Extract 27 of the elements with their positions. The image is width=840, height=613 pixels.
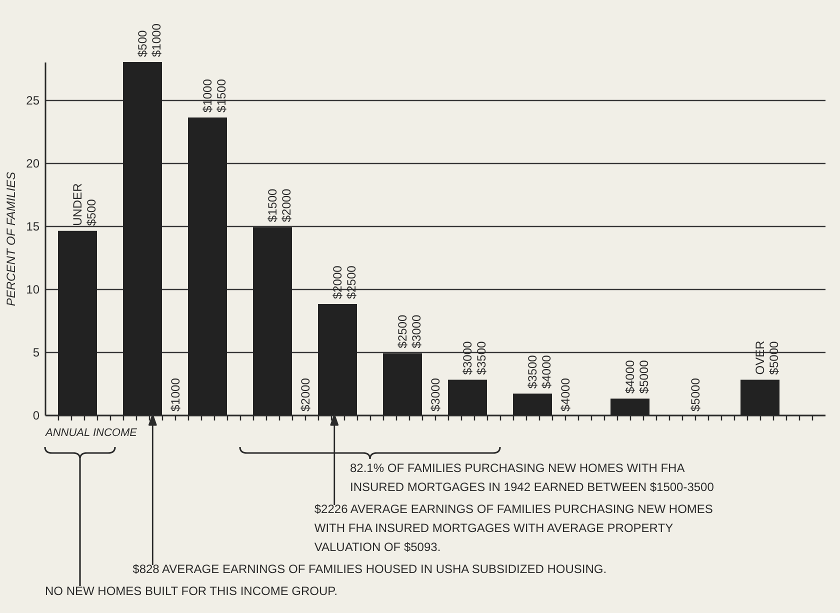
x-tick-label: $2000 xyxy=(298,378,312,412)
annotation: $2226 AVERAGE EARNINGS OF FAMILIES PURCHASING NEW HOMES WITH FHA INSURED MORTGAGES WITH AVERAGE PROPERTY VALUATION OF $5093. xyxy=(314,502,713,554)
annotation: $3000 $3500 xyxy=(460,341,488,375)
text: NO NEW HOMES BUILT FOR THIS INCOME GROUP. xyxy=(45,584,338,598)
y-tick-label: 20 xyxy=(26,156,40,170)
annotation: $2500 $3000 xyxy=(396,314,424,348)
x-tick-label: $4000 xyxy=(558,378,572,412)
annotation: $2000 $2500 xyxy=(330,265,358,300)
x-tick-label: $1000 xyxy=(168,378,182,412)
y-tick-label: 15 xyxy=(26,219,40,234)
x-tick-label: $5000 xyxy=(688,378,702,412)
annotation: $1000 $1500 xyxy=(200,78,228,112)
y-tick-label: 5 xyxy=(32,345,40,360)
annotation: UNDER $500 xyxy=(70,182,98,226)
x-axis-title: ANNUAL INCOME xyxy=(44,427,138,440)
annotation: $828 AVERAGE EARNINGS OF FAMILIES HOUSED IN USHA SUBSIDIZED HOUSING. xyxy=(132,562,607,576)
annotation: $500 $1000 xyxy=(136,23,164,57)
text: 82.1% OF FAMILIES PURCHASING NEW HOMES WITH FHA INSURED MORTGAGES IN 1942 EARNED BETWEEN $1500-3500 xyxy=(350,461,714,494)
y-axis-title: PERCENT OF FAMILIES xyxy=(4,172,18,306)
annotation: OVER $5000 xyxy=(753,340,781,375)
annotation: $3500 $4000 xyxy=(526,354,554,389)
annotation: $4000 $5000 xyxy=(623,360,651,394)
annotation: $1500 $2000 xyxy=(266,188,294,222)
y-tick-label: 0 xyxy=(32,408,40,422)
y-tick-label: 10 xyxy=(26,282,40,296)
y-tick-label: 25 xyxy=(26,93,40,108)
x-tick-label: $3000 xyxy=(428,378,442,412)
